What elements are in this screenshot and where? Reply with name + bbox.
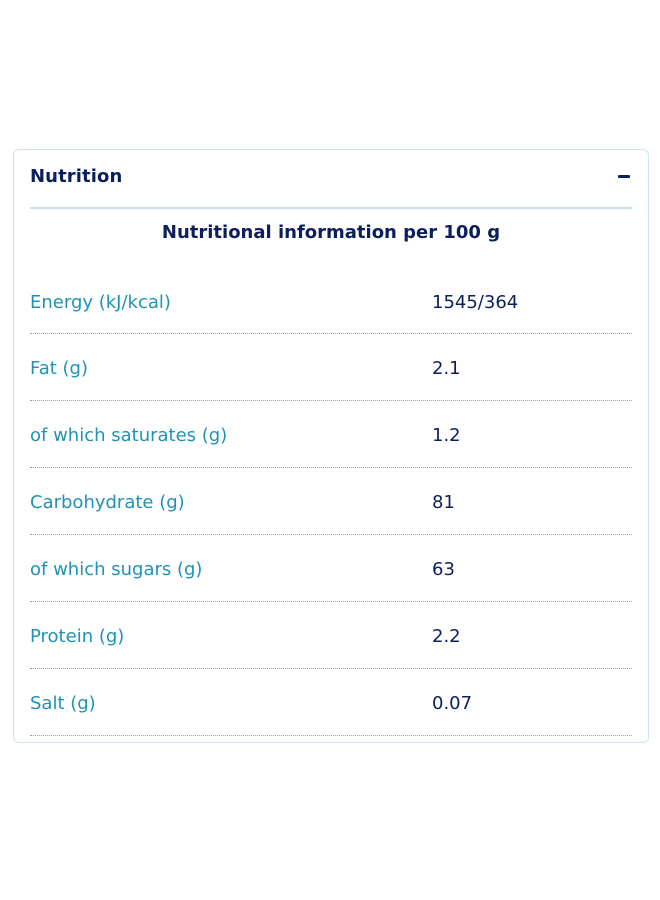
nutrition-panel: Nutrition Nutritional information per 10… [13,149,649,743]
table-caption: Nutritional information per 100 g [161,222,501,243]
row-value: 0.07 [432,693,473,714]
row-value: 2.2 [432,626,461,647]
row-value: 81 [432,492,455,513]
table-row: of which sugars (g) 63 [30,535,632,602]
row-label: Fat (g) [30,358,88,379]
row-label: of which saturates (g) [30,425,228,446]
row-label: Carbohydrate (g) [30,492,185,513]
minus-icon[interactable] [618,175,630,178]
row-label: Energy (kJ/kcal) [30,292,171,313]
nutrition-accordion-header[interactable]: Nutrition [30,150,632,209]
row-label: Salt (g) [30,693,96,714]
table-row: Salt (g) 0.07 [30,669,632,736]
row-label: Protein (g) [30,626,125,647]
table-row: Protein (g) 2.2 [30,602,632,669]
table-row: Fat (g) 2.1 [30,334,632,401]
row-value: 2.1 [432,358,461,379]
table-row: Energy (kJ/kcal) 1545/364 [30,268,632,334]
table-row: Carbohydrate (g) 81 [30,468,632,535]
row-value: 1.2 [432,425,461,446]
row-value: 63 [432,559,455,580]
row-label: of which sugars (g) [30,559,203,580]
panel-title: Nutrition [30,166,123,187]
nutrition-table: Energy (kJ/kcal) 1545/364 Fat (g) 2.1 of… [30,268,632,736]
row-value: 1545/364 [432,292,519,313]
table-row: of which saturates (g) 1.2 [30,401,632,468]
